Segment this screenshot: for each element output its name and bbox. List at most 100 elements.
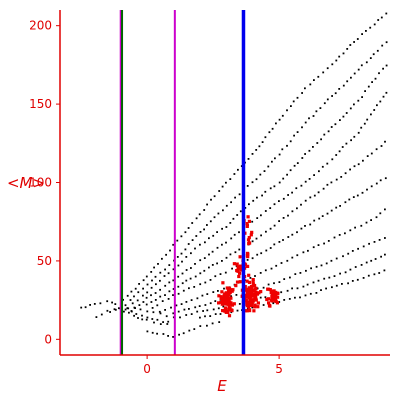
black-point xyxy=(306,283,309,286)
black-point xyxy=(145,275,148,278)
red-point xyxy=(226,296,231,300)
black-point xyxy=(330,181,333,184)
red-point xyxy=(246,252,250,256)
black-point xyxy=(260,252,263,255)
black-point xyxy=(304,153,306,155)
black-point xyxy=(312,246,315,249)
black-point xyxy=(198,213,201,216)
black-point xyxy=(282,177,285,180)
black-point xyxy=(187,227,190,229)
black-point xyxy=(233,173,236,175)
black-point xyxy=(312,281,315,284)
black-point xyxy=(172,268,175,271)
black-point xyxy=(278,281,281,283)
black-point xyxy=(296,231,298,234)
red-point xyxy=(245,254,249,258)
black-point xyxy=(93,303,96,305)
black-point xyxy=(365,30,367,32)
red-point xyxy=(247,286,251,290)
black-point xyxy=(236,309,239,312)
black-point xyxy=(142,279,145,282)
black-point xyxy=(326,98,329,101)
black-point xyxy=(184,248,187,251)
black-point xyxy=(341,146,344,148)
black-point xyxy=(99,302,102,305)
red-point xyxy=(250,290,254,294)
black-point xyxy=(282,197,285,200)
black-point xyxy=(304,199,307,202)
black-point xyxy=(106,300,109,303)
x-axis-title: E xyxy=(217,377,227,395)
black-point xyxy=(177,264,180,267)
black-point xyxy=(294,273,297,275)
black-point xyxy=(353,165,356,168)
black-point xyxy=(247,158,250,160)
black-point xyxy=(273,243,276,246)
black-point xyxy=(212,234,215,237)
red-point xyxy=(222,294,226,298)
red-point xyxy=(237,266,241,270)
red-point xyxy=(254,287,258,291)
black-point xyxy=(265,230,267,233)
y-tick-label: 150 xyxy=(29,97,52,111)
black-point xyxy=(366,188,368,191)
black-point xyxy=(312,115,315,117)
black-point xyxy=(364,90,366,92)
black-point xyxy=(356,38,359,40)
black-point xyxy=(270,267,273,270)
black-point xyxy=(176,256,179,258)
red-point xyxy=(224,296,228,301)
black-point xyxy=(322,187,325,190)
red-point xyxy=(249,233,253,237)
black-point xyxy=(209,302,212,305)
black-point xyxy=(196,310,199,313)
red-point xyxy=(232,302,236,306)
black-point xyxy=(190,299,193,301)
black-point xyxy=(370,259,373,262)
black-point xyxy=(287,236,290,238)
black-point xyxy=(264,269,267,272)
black-point xyxy=(291,233,294,236)
black-point xyxy=(213,195,216,198)
black-point xyxy=(315,110,318,113)
black-point xyxy=(141,318,144,321)
black-point xyxy=(89,304,91,306)
black-point xyxy=(263,170,266,172)
black-point xyxy=(181,272,184,275)
black-point xyxy=(199,259,202,262)
black-point xyxy=(278,200,280,202)
black-point xyxy=(356,194,359,197)
black-point xyxy=(203,209,206,211)
black-point xyxy=(145,318,148,321)
red-point xyxy=(266,287,270,291)
black-point xyxy=(204,281,207,284)
black-point xyxy=(100,313,103,316)
black-point xyxy=(325,287,327,290)
black-point xyxy=(302,251,305,254)
black-point xyxy=(380,255,382,258)
black-point xyxy=(254,275,256,277)
black-point xyxy=(323,277,326,280)
black-point xyxy=(382,95,385,98)
black-point xyxy=(146,316,149,319)
black-point xyxy=(146,283,149,286)
black-point xyxy=(180,303,183,305)
black-point xyxy=(158,310,161,313)
black-point xyxy=(269,187,272,190)
red-point xyxy=(251,280,255,284)
black-point xyxy=(123,310,125,313)
red-point xyxy=(276,291,280,295)
black-point xyxy=(261,141,264,143)
black-point xyxy=(199,283,202,286)
black-point xyxy=(384,177,387,180)
black-point xyxy=(166,323,169,325)
x-tick-label: 5 xyxy=(275,362,283,376)
black-point xyxy=(312,146,314,148)
black-point xyxy=(161,300,164,302)
red-point xyxy=(246,238,251,242)
black-point xyxy=(345,112,348,114)
black-point xyxy=(330,209,333,212)
black-point xyxy=(195,217,198,220)
black-point xyxy=(225,256,228,259)
black-point xyxy=(353,103,355,106)
